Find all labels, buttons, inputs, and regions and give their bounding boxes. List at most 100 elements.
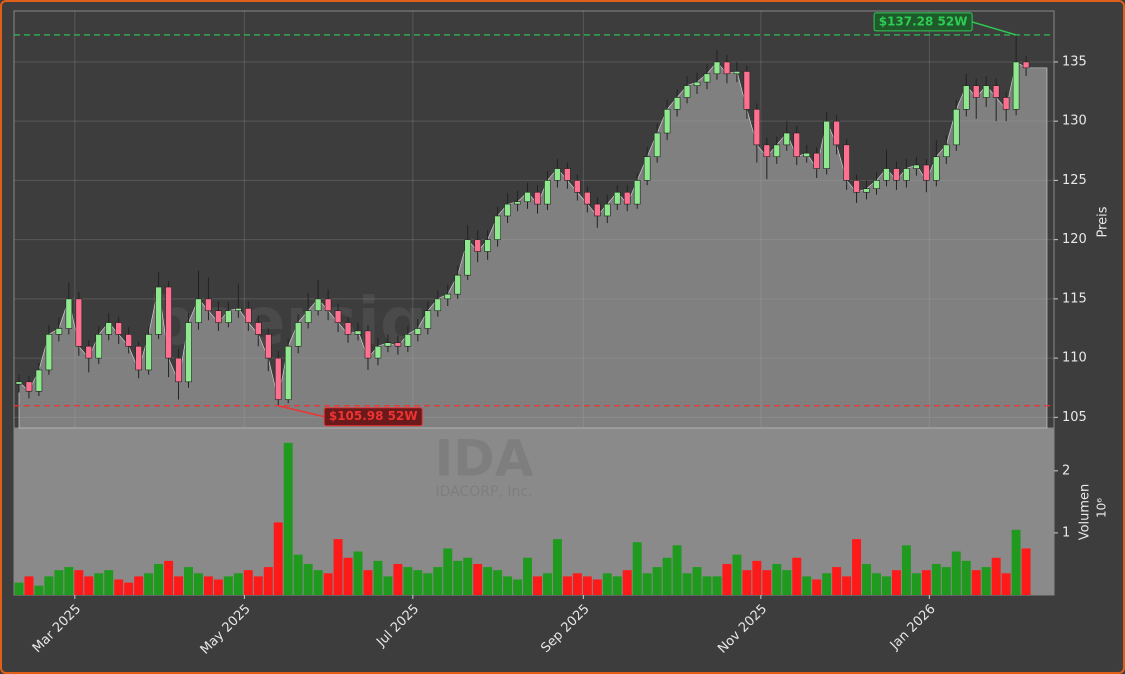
- candle-body: [374, 345, 382, 359]
- volume-bar: [881, 576, 891, 595]
- candle-body: [334, 310, 342, 323]
- candle-body: [75, 298, 83, 347]
- volume-bar: [722, 563, 732, 595]
- candle-body: [833, 120, 840, 146]
- candle-body: [484, 239, 491, 252]
- volume-bar: [34, 585, 44, 595]
- candle-body: [683, 85, 691, 98]
- candle-body: [643, 156, 651, 181]
- volume-bar: [812, 579, 822, 595]
- volume-bar: [473, 563, 483, 595]
- candle-body: [15, 381, 23, 385]
- volume-bar: [283, 442, 293, 595]
- volume-bar: [612, 576, 622, 595]
- candle-body: [35, 369, 43, 392]
- candle-body: [105, 322, 113, 335]
- volume-bar: [134, 576, 144, 595]
- x-tick-label: Jul 2025: [373, 602, 422, 651]
- volume-bar: [662, 557, 672, 595]
- volume-bar: [433, 567, 443, 595]
- volume-bar: [523, 557, 533, 595]
- volume-bar: [14, 582, 24, 595]
- volume-y-tick-label: 1: [1062, 525, 1070, 540]
- candle-body: [982, 85, 990, 98]
- volume-axis-label: Volumen: [1078, 484, 1093, 541]
- volume-bar: [702, 576, 712, 595]
- volume-bar: [752, 560, 762, 595]
- volume-bar: [951, 551, 961, 595]
- candle-body: [933, 156, 940, 181]
- candle-body: [494, 215, 501, 240]
- volume-bar: [732, 554, 742, 595]
- candle-body: [723, 61, 731, 75]
- volume-bar: [742, 570, 752, 595]
- candle-body: [314, 298, 322, 312]
- volume-bar: [44, 576, 54, 595]
- volume-bar: [84, 576, 94, 595]
- candle-body: [454, 274, 462, 295]
- volume-bar: [533, 576, 542, 595]
- candle-body: [404, 334, 412, 347]
- volume-bar: [223, 576, 233, 595]
- volume-bar: [164, 560, 174, 595]
- volume-bar: [582, 576, 592, 595]
- volume-bar: [782, 570, 792, 595]
- volume-bar: [333, 539, 343, 595]
- volume-bar: [373, 560, 383, 595]
- volume-bar: [54, 570, 64, 595]
- candle-body: [544, 180, 551, 205]
- candle-body: [514, 201, 521, 205]
- volume-bar: [792, 557, 802, 595]
- volume-bar: [842, 576, 852, 595]
- volume-bar: [971, 570, 981, 595]
- volume-bar: [552, 539, 562, 595]
- candle-body: [923, 164, 930, 181]
- volume-bar: [104, 570, 114, 595]
- candle-body: [823, 120, 830, 169]
- volume-bar: [463, 557, 473, 595]
- volume-bar: [572, 573, 582, 595]
- x-tick-label: Mar 2025: [30, 602, 84, 656]
- volume-bar: [1021, 548, 1031, 595]
- y-tick-label: 120: [1062, 232, 1087, 247]
- candle-body: [574, 180, 581, 193]
- candle-body: [324, 298, 332, 312]
- x-tick-label: Sep 2025: [538, 602, 592, 656]
- candle-body: [913, 164, 920, 169]
- candle-body: [813, 152, 820, 169]
- candle-body: [45, 334, 53, 371]
- volume-bar: [144, 573, 154, 595]
- volume-bar: [343, 557, 353, 595]
- volume-bar: [822, 573, 832, 595]
- volume-bar: [1001, 573, 1011, 595]
- volume-bar: [961, 560, 971, 595]
- candle-body: [304, 310, 312, 323]
- candle-body: [793, 132, 801, 158]
- volume-bar: [712, 576, 722, 595]
- volume-bar: [772, 563, 782, 595]
- candle-body: [125, 334, 132, 347]
- candle-body: [703, 73, 711, 83]
- candle-body: [713, 61, 721, 75]
- candle-body: [504, 203, 511, 217]
- candle-body: [25, 381, 33, 392]
- volume-bar: [832, 567, 842, 595]
- annotation-arrow: [971, 21, 1017, 36]
- volume-bar: [174, 576, 184, 595]
- volume-bar: [443, 548, 453, 595]
- candle-body: [474, 239, 481, 252]
- volume-bar: [253, 576, 263, 595]
- candle-body: [225, 310, 232, 323]
- candle-body: [165, 286, 172, 359]
- candle-body: [235, 308, 242, 312]
- candle-body: [1002, 97, 1010, 110]
- candle-body: [564, 168, 571, 181]
- volume-bar: [243, 570, 253, 595]
- volume-bar: [872, 573, 881, 595]
- volume-bar: [273, 522, 283, 595]
- volume-offset-label: 10⁶: [1095, 498, 1109, 518]
- candle-body: [215, 310, 222, 323]
- volume-bar: [921, 570, 931, 595]
- candle-body: [803, 152, 811, 158]
